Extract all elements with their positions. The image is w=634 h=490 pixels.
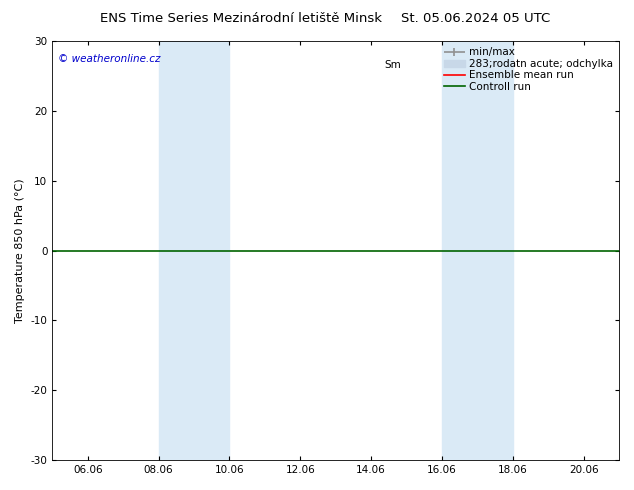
Bar [158, 41, 230, 460]
Text: Sm: Sm [384, 60, 401, 71]
Bar [442, 41, 513, 460]
Text: © weatheronline.cz: © weatheronline.cz [58, 53, 160, 64]
Text: ENS Time Series Mezinárodní letiště Minsk: ENS Time Series Mezinárodní letiště Mins… [100, 12, 382, 25]
Legend: min/max, 283;rodatn acute; odchylka, Ensemble mean run, Controll run: min/max, 283;rodatn acute; odchylka, Ens… [439, 43, 617, 96]
Y-axis label: Temperature 850 hPa (°C): Temperature 850 hPa (°C) [15, 178, 25, 323]
Text: St. 05.06.2024 05 UTC: St. 05.06.2024 05 UTC [401, 12, 550, 25]
